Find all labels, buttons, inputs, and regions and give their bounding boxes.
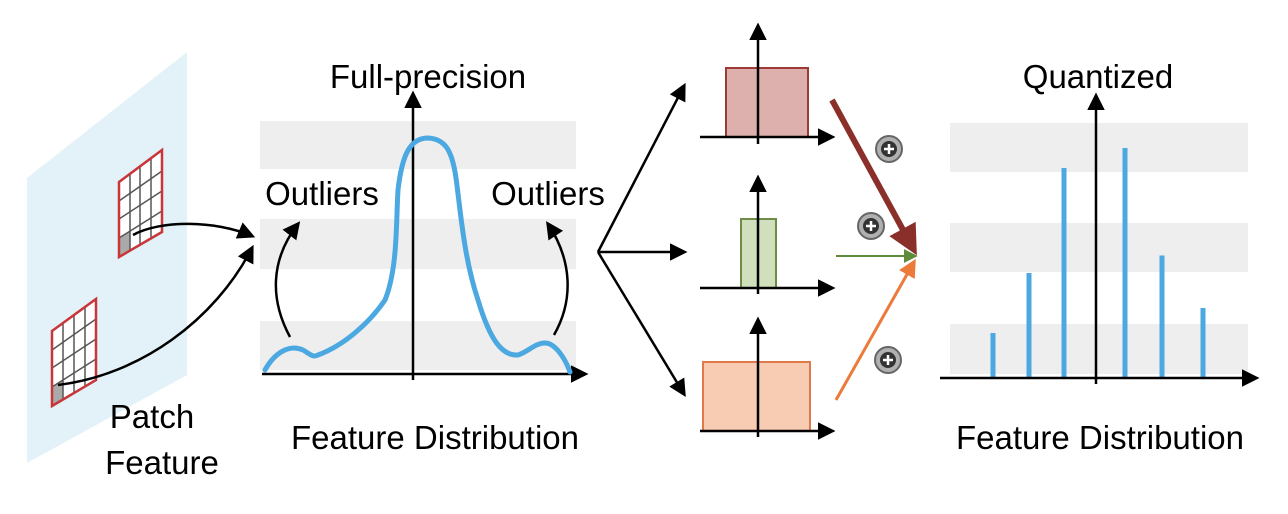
fan-out-arrows	[596, 82, 688, 397]
outlier-arrow-right	[546, 221, 569, 336]
patch-to-distribution-arrow-bottom	[57, 244, 254, 387]
patch-to-distribution-arrow-top	[132, 222, 256, 239]
band	[260, 219, 576, 269]
merge-arrow-bottom	[834, 258, 916, 401]
quantized-caption: Feature Distribution	[956, 419, 1244, 456]
full-precision-title: Full-precision	[330, 58, 526, 95]
full-precision-panel: Full-precision Outliers Outliers Feature…	[260, 58, 605, 456]
full-precision-distribution-curve	[262, 135, 573, 375]
patch-feature-panel: Patch Feature	[27, 52, 219, 481]
quantized-panel: Quantized Feature Distribution	[940, 58, 1260, 456]
outliers-label-left: Outliers	[265, 175, 379, 212]
circled-plus-icon	[874, 346, 902, 374]
quantized-title: Quantized	[1023, 58, 1173, 95]
band	[950, 223, 1248, 272]
outliers-label-right: Outliers	[491, 175, 605, 212]
circled-plus-icon	[875, 135, 903, 163]
patch-caption-line1: Patch	[110, 398, 194, 435]
merge-arrow-top	[829, 98, 917, 256]
branch-top-bar	[725, 67, 809, 138]
band	[260, 121, 576, 169]
branch-top	[700, 22, 836, 146]
patch-caption-line2: Feature	[105, 444, 219, 481]
band	[950, 324, 1248, 374]
full-precision-caption: Feature Distribution	[291, 419, 579, 456]
quantized-bars	[990, 148, 1206, 378]
patch-grid-top	[117, 147, 164, 260]
outlier-arrow-left	[274, 221, 301, 338]
branch-bottom	[700, 316, 836, 440]
branch-bottom-bar	[702, 361, 811, 432]
band	[260, 321, 576, 370]
branch-middle	[700, 174, 836, 297]
band	[950, 123, 1248, 172]
circled-plus-icon	[857, 212, 885, 240]
